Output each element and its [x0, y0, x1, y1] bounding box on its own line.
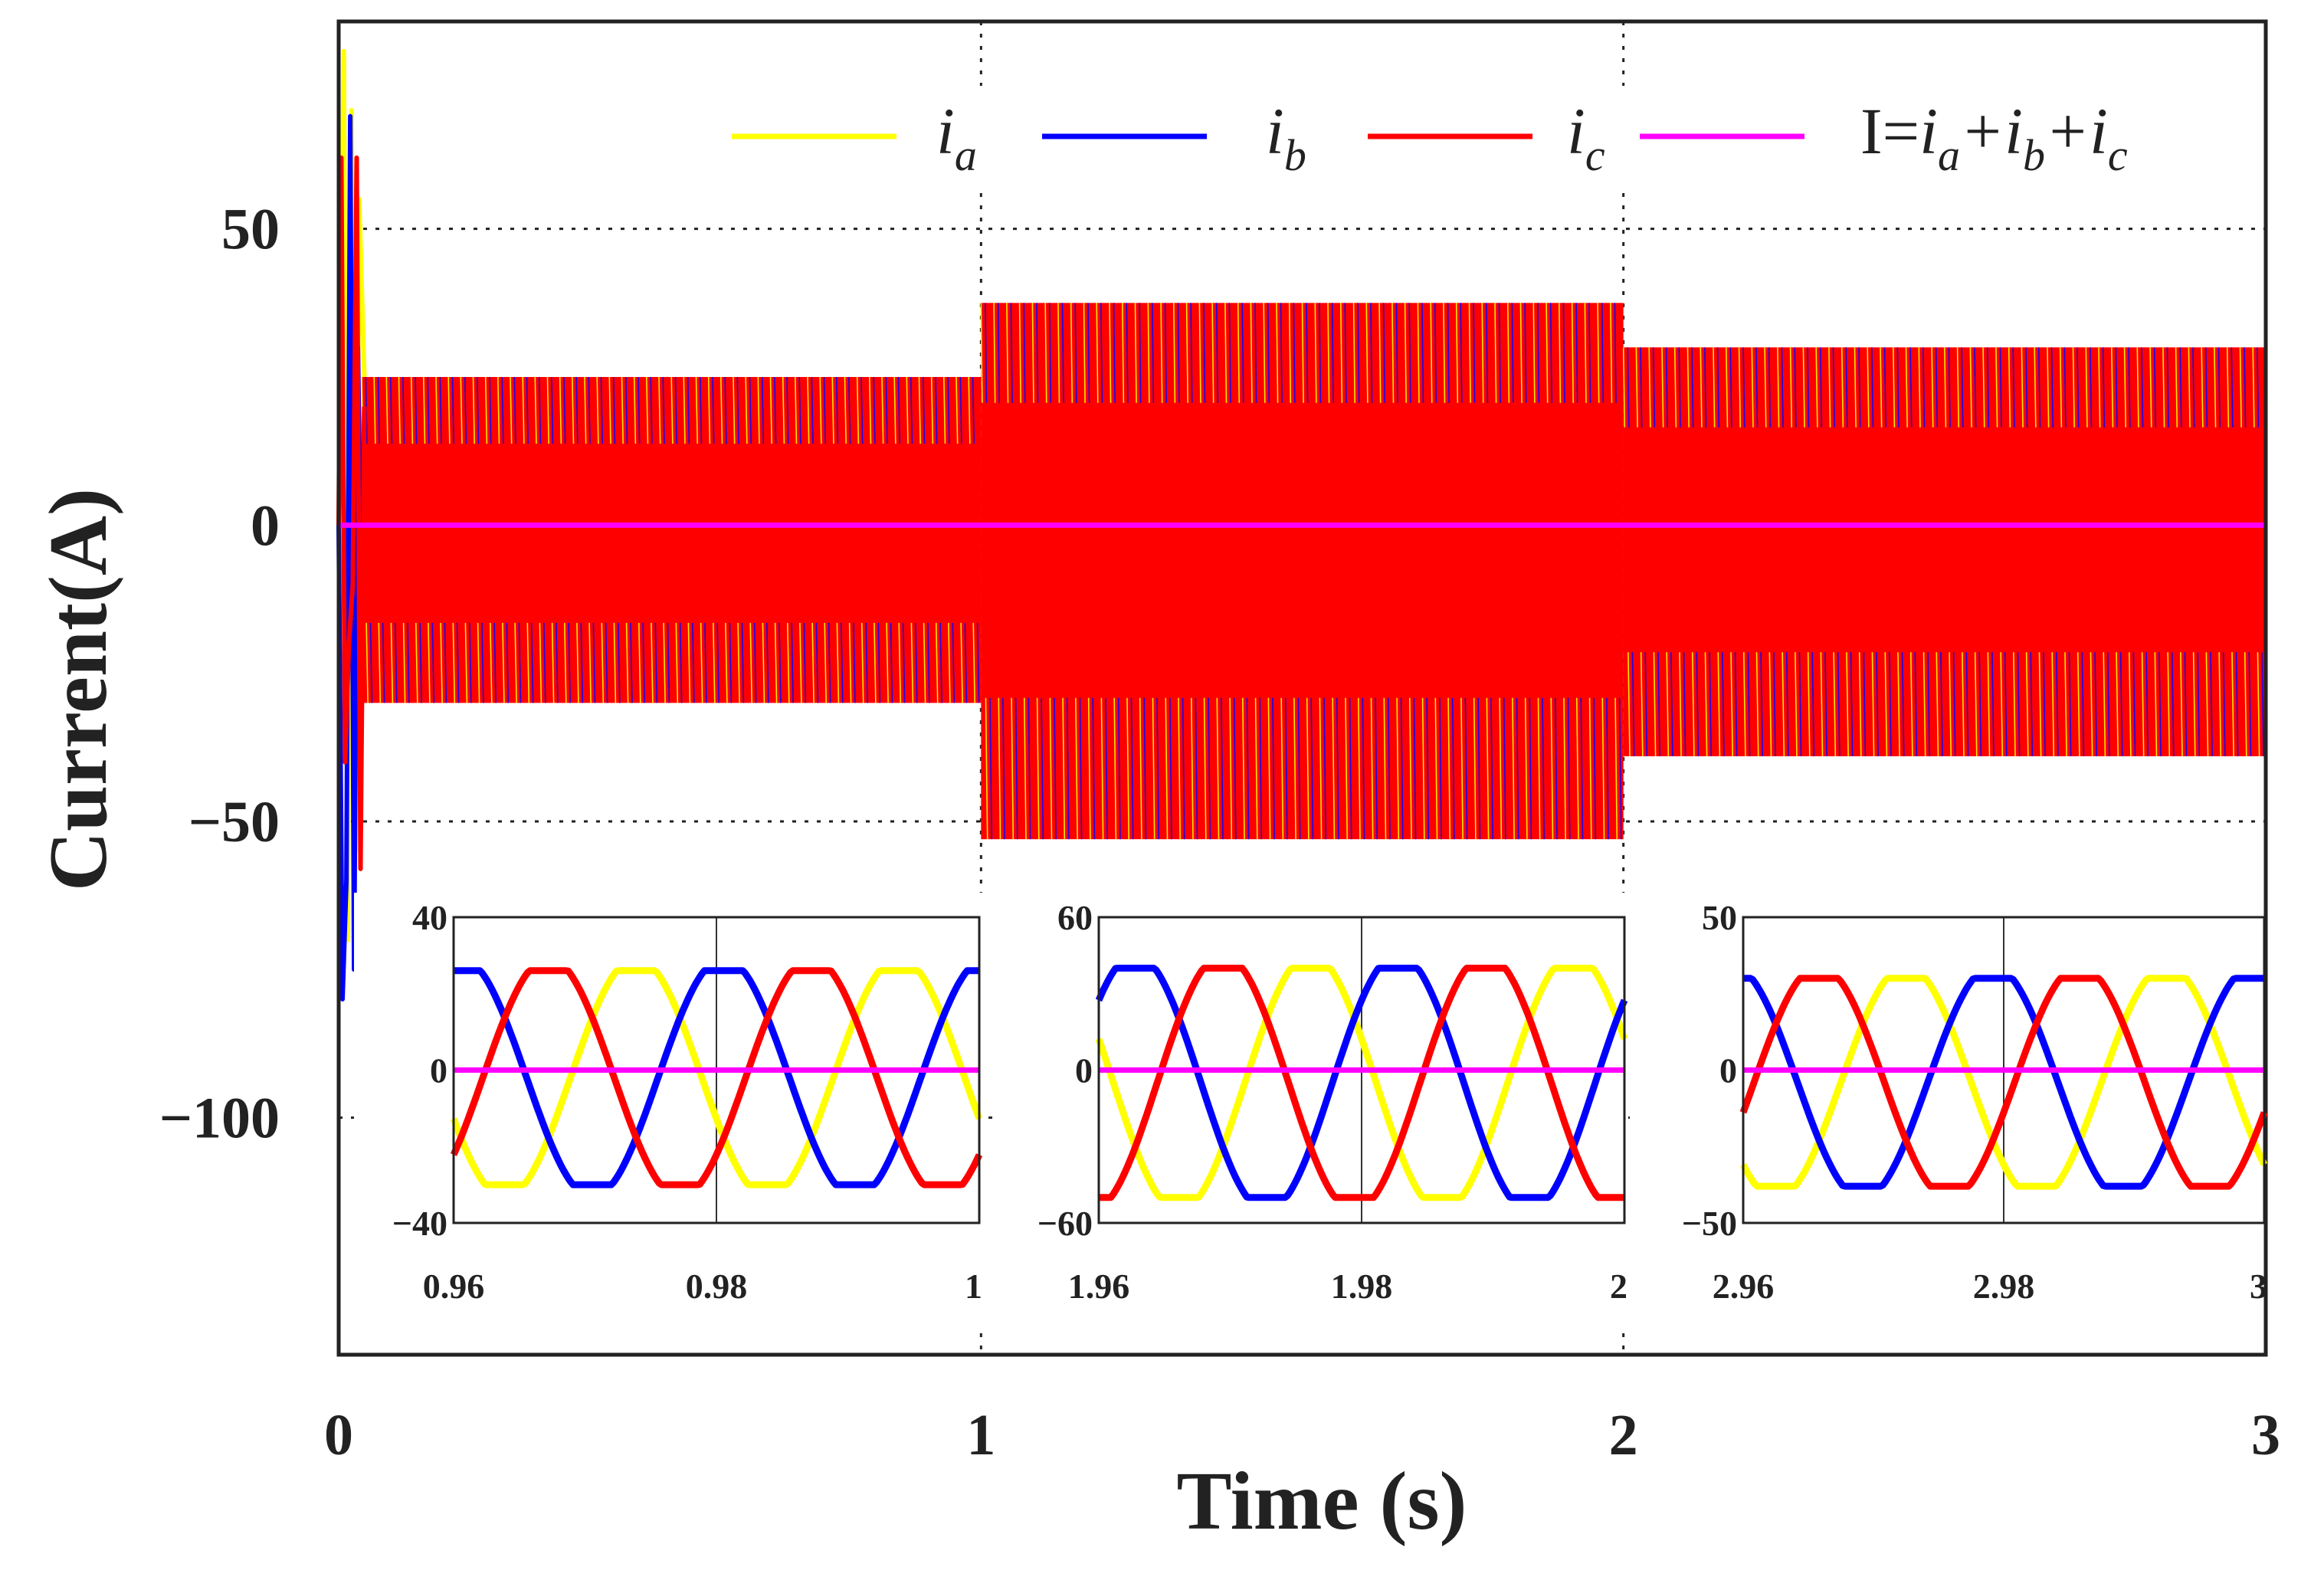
inset-trace-ib — [1095, 965, 1628, 1201]
inset-x-tick-label: 1.98 — [1331, 1267, 1393, 1306]
inset-y-tick-label: 0 — [1719, 1051, 1737, 1090]
legend-sum-term: +i — [2045, 94, 2108, 168]
inset-bg — [1636, 893, 2263, 1326]
inset-x-tick-label: 2 — [1610, 1267, 1627, 1306]
inset-x-tick-label: 1.96 — [1068, 1267, 1130, 1306]
inset-frame — [1742, 916, 2266, 1224]
legend-subscript: b — [1284, 130, 1306, 180]
legend: ia ib ic I=ia+ib+ic — [713, 86, 2253, 185]
legend-subscript: a — [955, 130, 977, 180]
y-axis-label: Current(A) — [33, 488, 124, 891]
legend-label-ic: ic — [1567, 94, 1605, 180]
legend-var: i — [936, 94, 955, 168]
legend-subscript: c — [1585, 130, 1605, 180]
legend-label-sum: I=ia+ib+ic — [1860, 94, 2128, 180]
inset-x-tick-label: 3 — [2250, 1267, 2267, 1306]
main-tick-labels: 50 0 −50 −100 0 1 2 3 — [159, 198, 2280, 1467]
x-tick-label: 3 — [2251, 1403, 2280, 1467]
inset-y-tick-label: −50 — [1682, 1204, 1737, 1243]
inset-1: 40 0 −40 0.96 0.98 1 — [392, 898, 983, 1306]
legend-sum-prefix: I= — [1860, 94, 1919, 168]
main-band-ic-core — [1623, 427, 2266, 653]
main-plot-data — [336, 48, 2266, 1001]
legend-sum-subscript: c — [2108, 130, 2128, 180]
inset-trace-ic — [450, 967, 983, 1188]
main-band-ic-core — [981, 402, 1624, 698]
inset-trace-ia — [1740, 975, 2268, 1190]
inset-trace-ia — [1095, 965, 1628, 1201]
main-band-ic-core — [362, 444, 982, 623]
inset-frame — [452, 916, 981, 1224]
legend-var: i — [1567, 94, 1585, 168]
y-tick-label: 50 — [221, 198, 280, 262]
inset-y-tick-label: 50 — [1702, 898, 1737, 937]
legend-sum-term: i — [1919, 94, 1938, 168]
inset-x-tick-label: 2.98 — [1973, 1267, 2035, 1306]
main-transient-ic — [336, 155, 367, 871]
inset-x-tick-label: 2.96 — [1713, 1267, 1775, 1306]
main-transient-ia — [336, 48, 367, 942]
inset-trace-ic — [1097, 965, 1626, 1201]
inset-trace-ic — [1739, 975, 2268, 1190]
y-tick-label: −100 — [159, 1087, 280, 1151]
main-plot-frame — [336, 19, 2268, 1357]
legend-sum-subscript: b — [2023, 130, 2045, 180]
insets: 40 0 −40 0.96 0.98 1 60 0 −60 1.96 1.98 2 50 0 −50 2.96… — [354, 893, 2268, 1326]
inset-x-tick-label: 0.98 — [686, 1267, 748, 1306]
inset-trace-ib — [452, 967, 981, 1188]
y-tick-label: −50 — [188, 790, 280, 854]
x-tick-label: 2 — [1609, 1403, 1638, 1467]
inset-y-tick-label: −40 — [392, 1204, 447, 1243]
inset-trace-ib — [1742, 975, 2266, 1190]
inset-3: 50 0 −50 2.96 2.98 3 — [1682, 898, 2268, 1306]
x-tick-label: 1 — [966, 1403, 995, 1467]
inset-trace-ia — [450, 967, 983, 1188]
inset-y-tick-label: 40 — [412, 898, 447, 937]
y-tick-label: 0 — [251, 493, 280, 558]
inset-bg — [996, 893, 1628, 1326]
x-tick-label: 0 — [324, 1403, 353, 1467]
inset-y-tick-label: 0 — [430, 1051, 447, 1090]
x-axis-label: Time (s) — [1177, 1456, 1467, 1547]
inset-y-tick-label: 0 — [1075, 1051, 1093, 1090]
legend-label-ib: ib — [1266, 94, 1306, 180]
inset-y-tick-label: 60 — [1057, 898, 1093, 937]
legend-var: i — [1266, 94, 1284, 168]
inset-frame — [1097, 916, 1626, 1224]
inset-2: 60 0 −60 1.96 1.98 2 — [1037, 898, 1628, 1306]
inset-y-tick-label: −60 — [1037, 1204, 1093, 1243]
legend-label-ia: ia — [936, 94, 977, 180]
inset-bg — [354, 893, 982, 1326]
inset-x-tick-label: 0.96 — [423, 1267, 485, 1306]
legend-sum-term: +i — [1960, 94, 2023, 168]
legend-sum-subscript: a — [1938, 130, 1960, 180]
inset-x-tick-label: 1 — [965, 1267, 982, 1306]
